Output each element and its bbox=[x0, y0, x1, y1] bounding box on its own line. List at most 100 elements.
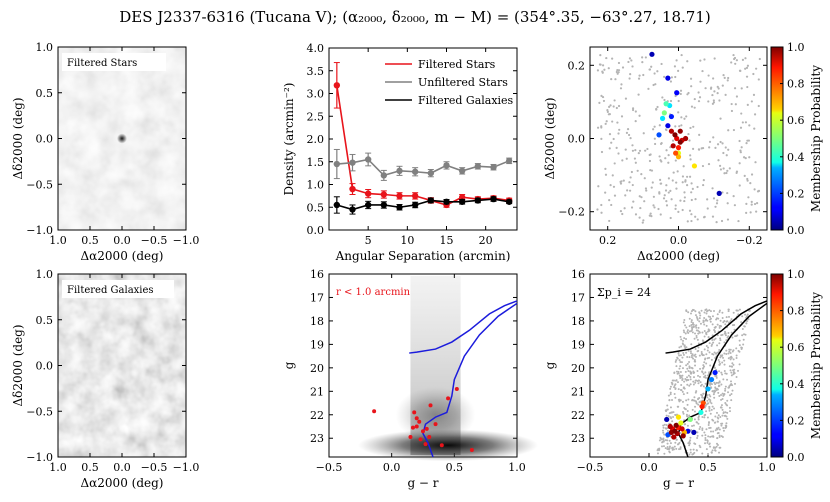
field-star bbox=[694, 360, 697, 363]
field-star bbox=[682, 412, 685, 415]
field-star bbox=[728, 365, 731, 368]
field-star bbox=[693, 337, 696, 340]
inner-star bbox=[424, 426, 429, 431]
field-star bbox=[677, 442, 680, 445]
member-star bbox=[677, 128, 683, 134]
field-star bbox=[683, 337, 686, 340]
field-star bbox=[694, 215, 697, 218]
field-star bbox=[690, 219, 693, 223]
colorbar-tick-label: 1.0 bbox=[787, 41, 805, 54]
field-star bbox=[656, 70, 659, 73]
field-star bbox=[720, 383, 723, 386]
field-star bbox=[652, 83, 655, 87]
data-point bbox=[333, 201, 341, 209]
field-star bbox=[686, 403, 689, 406]
field-star bbox=[662, 197, 666, 200]
field-star bbox=[697, 382, 700, 385]
legend-label: Unfiltered Stars bbox=[418, 76, 508, 89]
field-star bbox=[726, 378, 729, 381]
field-star bbox=[725, 154, 728, 157]
field-star bbox=[609, 104, 612, 107]
field-star bbox=[718, 99, 721, 102]
colorbar-label: Membership Probability bbox=[809, 292, 823, 439]
field-star bbox=[735, 95, 739, 98]
field-star bbox=[670, 417, 673, 420]
field-star bbox=[678, 398, 681, 401]
field-star bbox=[654, 142, 657, 146]
field-star bbox=[694, 310, 697, 313]
field-star bbox=[725, 424, 728, 427]
data-point bbox=[364, 190, 372, 197]
field-star bbox=[732, 363, 735, 366]
cmd5-xlabel: g − r bbox=[407, 476, 438, 490]
field-star bbox=[702, 340, 705, 343]
field-star bbox=[702, 320, 705, 323]
field-star bbox=[721, 142, 724, 145]
isochrone-hb bbox=[665, 300, 768, 354]
cmd5-ytick-label: 16 bbox=[310, 268, 324, 281]
field-star bbox=[704, 371, 707, 374]
field-star bbox=[711, 93, 714, 97]
data-point bbox=[380, 172, 388, 179]
field-star bbox=[719, 117, 722, 120]
field-star bbox=[718, 324, 721, 327]
field-star bbox=[662, 438, 665, 441]
field-star bbox=[690, 321, 693, 324]
field-star bbox=[659, 159, 662, 162]
field-star bbox=[743, 325, 746, 328]
field-star bbox=[718, 394, 721, 397]
field-star bbox=[629, 73, 632, 76]
field-star bbox=[705, 448, 708, 451]
field-star bbox=[746, 313, 749, 316]
field-star bbox=[698, 317, 701, 320]
field-star bbox=[655, 108, 658, 111]
field-star bbox=[701, 164, 705, 168]
map1-ylabel: Δδ2000 (deg) bbox=[11, 97, 25, 179]
field-star bbox=[726, 191, 729, 195]
field-star bbox=[696, 185, 699, 189]
field-star bbox=[674, 413, 677, 416]
map4-ytick-label: −0.5 bbox=[26, 405, 53, 418]
field-star bbox=[663, 452, 666, 455]
field-star bbox=[695, 336, 698, 339]
field-star bbox=[717, 159, 720, 162]
field-star bbox=[725, 339, 728, 342]
field-star bbox=[722, 74, 725, 77]
field-star bbox=[669, 80, 673, 83]
field-star bbox=[716, 344, 719, 347]
field-star bbox=[718, 310, 721, 313]
member-star bbox=[673, 422, 679, 428]
data-point bbox=[349, 185, 356, 193]
cmd5-ylabel: g bbox=[282, 361, 296, 369]
field-star bbox=[608, 105, 611, 108]
field-star bbox=[718, 326, 721, 329]
field-star bbox=[689, 436, 692, 439]
field-star bbox=[602, 99, 606, 103]
field-star bbox=[689, 126, 692, 130]
field-star bbox=[667, 394, 670, 397]
field-star bbox=[729, 351, 732, 354]
field-star bbox=[688, 414, 691, 417]
field-star bbox=[704, 357, 707, 360]
field-star bbox=[667, 448, 670, 451]
cmd6-ytick-label: 19 bbox=[571, 338, 585, 351]
field-star bbox=[691, 424, 694, 427]
field-star bbox=[673, 393, 676, 396]
cmd5-ytick-label: 18 bbox=[310, 315, 324, 328]
member-star bbox=[691, 163, 698, 169]
cmd5-xtick-label: 0.5 bbox=[446, 461, 464, 474]
field-star bbox=[711, 353, 714, 356]
field-star bbox=[683, 380, 686, 383]
field-star bbox=[711, 338, 714, 341]
field-star bbox=[706, 198, 709, 201]
field-star bbox=[617, 71, 620, 74]
field-star bbox=[676, 381, 679, 384]
data-point bbox=[380, 191, 388, 198]
field-star bbox=[696, 317, 699, 320]
field-star bbox=[677, 388, 680, 391]
field-star bbox=[681, 66, 684, 69]
field-star bbox=[689, 158, 692, 161]
field-star bbox=[711, 323, 714, 326]
field-star bbox=[698, 96, 702, 99]
field-star bbox=[703, 329, 706, 332]
